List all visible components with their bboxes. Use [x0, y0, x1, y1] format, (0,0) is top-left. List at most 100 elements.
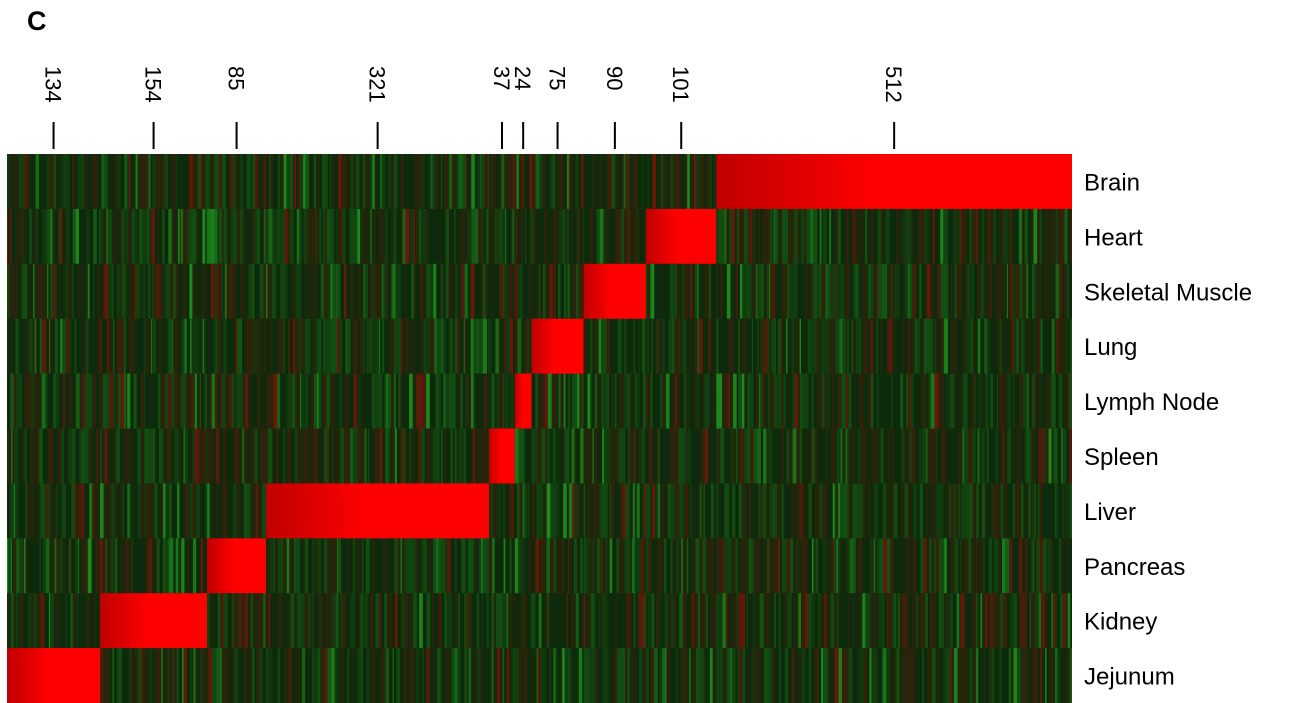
heatmap-stripe — [191, 483, 193, 539]
heatmap-stripe — [445, 428, 447, 484]
heatmap-stripe — [940, 318, 943, 374]
heatmap-stripe — [86, 593, 88, 649]
heatmap-stripe — [821, 263, 826, 319]
heatmap-stripe — [698, 648, 702, 703]
heatmap-cells — [7, 154, 1072, 703]
heatmap-stripe — [605, 208, 609, 264]
heatmap-stripe — [148, 263, 151, 319]
heatmap-stripe — [274, 263, 277, 319]
heatmap-stripe — [822, 483, 826, 539]
heatmap-stripe — [418, 208, 422, 264]
heatmap-stripe — [879, 538, 884, 594]
heatmap-stripe — [32, 318, 35, 374]
heatmap-stripe — [21, 263, 25, 319]
heatmap-stripe — [811, 318, 814, 374]
heatmap-stripe — [195, 318, 200, 374]
heatmap-stripe — [601, 538, 604, 594]
heatmap-stripe — [305, 373, 309, 429]
heatmap-stripe — [24, 263, 28, 319]
heatmap-stripe — [840, 263, 844, 319]
heatmap-stripe — [636, 483, 640, 539]
heatmap-stripe — [446, 373, 449, 429]
heatmap-stripe — [931, 648, 936, 703]
heatmap-stripe — [662, 373, 664, 429]
heatmap-stripe — [956, 208, 960, 264]
heatmap-stripe — [163, 263, 167, 319]
heatmap-stripe — [187, 538, 190, 594]
heatmap-stripe — [445, 538, 447, 594]
heatmap-stripe — [310, 428, 312, 484]
heatmap-stripe — [241, 593, 245, 649]
heatmap-stripe — [117, 318, 122, 374]
heatmap-stripe — [19, 373, 23, 429]
heatmap-stripe — [217, 483, 219, 539]
heatmap-stripe — [697, 263, 699, 319]
heatmap-stripe — [1022, 263, 1027, 319]
heatmap-stripe — [313, 373, 318, 429]
heatmap-stripe — [394, 593, 398, 649]
heatmap-stripe — [613, 373, 615, 429]
heatmap-stripe — [641, 428, 645, 484]
heatmap-stripe — [227, 373, 230, 429]
heatmap-stripe — [962, 373, 964, 429]
heatmap-stripe — [193, 373, 195, 429]
heatmap-stripe — [910, 263, 913, 319]
heatmap-stripe — [141, 428, 145, 484]
heatmap-stripe — [71, 483, 75, 539]
heatmap-stripe — [313, 648, 318, 703]
heatmap-stripe — [108, 263, 112, 319]
heatmap-stripe — [1064, 208, 1068, 264]
row-label: Pancreas — [1084, 554, 1185, 581]
heatmap-stripe — [425, 648, 428, 703]
heatmap-stripe — [859, 483, 863, 539]
heatmap-stripe — [750, 428, 754, 484]
heatmap-stripe — [683, 648, 685, 703]
heatmap-stripe — [379, 373, 383, 429]
heatmap-stripe — [305, 263, 309, 319]
heatmap-stripe — [624, 538, 627, 594]
heatmap-stripe — [908, 373, 911, 429]
heatmap-stripe — [1038, 318, 1041, 374]
heatmap-stripe — [777, 538, 780, 594]
heatmap-stripe — [122, 428, 125, 484]
heatmap-stripe — [469, 593, 472, 649]
heatmap-stripe — [311, 593, 314, 649]
heatmap-stripe — [673, 263, 678, 319]
heatmap-stripe — [322, 428, 325, 484]
heatmap-stripe — [370, 154, 373, 209]
heatmap-stripe — [252, 154, 255, 209]
heatmap-stripe — [577, 373, 580, 429]
heatmap-stripe — [531, 208, 534, 264]
heatmap-stripe — [581, 373, 584, 429]
heatmap-stripe — [733, 373, 737, 429]
heatmap-stripe — [825, 483, 829, 539]
heatmap-stripe — [223, 208, 228, 264]
heatmap-stripe — [629, 208, 634, 264]
heatmap-stripe — [1027, 318, 1032, 374]
heatmap-stripe — [975, 373, 977, 429]
heatmap-stripe — [753, 593, 755, 649]
heatmap-stripe — [380, 154, 383, 209]
heatmap-stripe — [166, 263, 171, 319]
heatmap-stripe — [837, 263, 841, 319]
heatmap-stripe — [141, 263, 143, 319]
heatmap-stripe — [138, 263, 142, 319]
heatmap-stripe — [332, 593, 335, 649]
heatmap-stripe — [132, 318, 136, 374]
heatmap-stripe — [571, 428, 575, 484]
heatmap-stripe — [508, 263, 512, 319]
heatmap-stripe — [644, 538, 647, 594]
heatmap-stripe — [1034, 373, 1037, 429]
heatmap-stripe — [422, 208, 425, 264]
heatmap-stripe — [519, 154, 521, 209]
heatmap-stripe — [1051, 593, 1054, 649]
heatmap-stripe — [1006, 208, 1009, 264]
heatmap-stripe — [290, 208, 294, 264]
heatmap-stripe — [316, 208, 320, 264]
heatmap-stripe — [864, 208, 868, 264]
heatmap-stripe — [257, 208, 260, 264]
heatmap-stripe — [835, 593, 838, 649]
heatmap-stripe — [426, 208, 429, 264]
heatmap-stripe — [158, 648, 162, 703]
heatmap-stripe — [290, 593, 295, 649]
